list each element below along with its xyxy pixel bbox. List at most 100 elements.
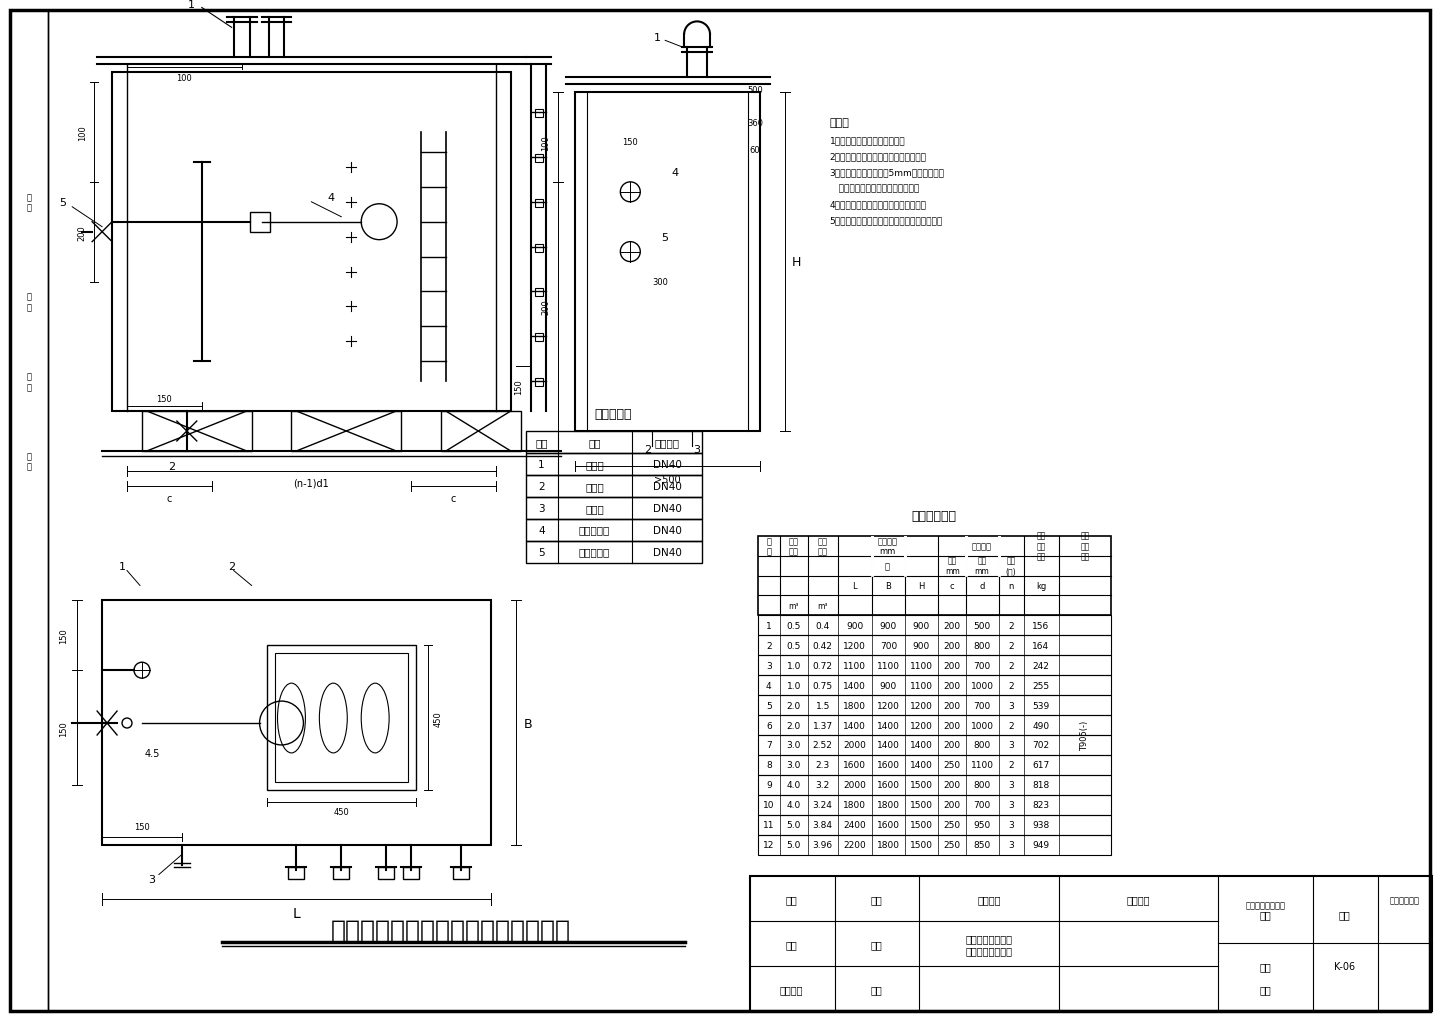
- Bar: [534, 289, 543, 298]
- Text: 1.37: 1.37: [812, 720, 832, 730]
- Text: 接管管径表: 接管管径表: [595, 408, 632, 420]
- Text: 1000: 1000: [971, 681, 994, 690]
- Text: 360: 360: [747, 118, 763, 127]
- Text: 0.75: 0.75: [812, 681, 832, 690]
- Bar: [757, 715, 1110, 736]
- Bar: [526, 541, 703, 564]
- Text: d: d: [979, 582, 985, 590]
- Text: 0.42: 0.42: [812, 641, 832, 650]
- Text: 2200: 2200: [844, 841, 865, 849]
- Bar: [757, 536, 1110, 615]
- Text: 水箱
单体
重量: 水箱 单体 重量: [1037, 531, 1045, 561]
- Bar: [526, 453, 703, 476]
- Text: 图别: 图别: [1259, 910, 1272, 919]
- Text: 型
号: 型 号: [766, 536, 772, 555]
- Text: 1: 1: [539, 460, 544, 470]
- Text: 外形尺寸
mm: 外形尺寸 mm: [877, 536, 897, 555]
- Text: 100: 100: [541, 135, 550, 151]
- Text: 6: 6: [766, 720, 772, 730]
- Text: B: B: [886, 582, 891, 590]
- Text: 60: 60: [750, 147, 760, 155]
- Text: 823: 823: [1032, 801, 1050, 809]
- Bar: [10, 11, 49, 1011]
- Text: 5: 5: [59, 198, 66, 208]
- Text: 242: 242: [1032, 661, 1050, 671]
- Text: 1: 1: [118, 561, 125, 571]
- Text: 100: 100: [176, 73, 192, 83]
- Text: 溢流管: 溢流管: [585, 460, 603, 470]
- Text: 1100: 1100: [910, 681, 933, 690]
- Text: DN40: DN40: [652, 460, 681, 470]
- Text: 5.0: 5.0: [786, 820, 801, 829]
- Text: 管径大小: 管径大小: [655, 437, 680, 447]
- Text: 1500: 1500: [910, 841, 933, 849]
- Bar: [757, 615, 1110, 636]
- Text: 管号: 管号: [536, 437, 547, 447]
- Text: 1800: 1800: [842, 701, 865, 710]
- Text: 4: 4: [671, 168, 678, 177]
- Bar: [454, 867, 469, 879]
- Text: 1100: 1100: [877, 661, 900, 671]
- Text: 3: 3: [766, 661, 772, 671]
- Bar: [750, 876, 1431, 1011]
- Text: 1600: 1600: [877, 781, 900, 790]
- Text: 2: 2: [168, 462, 176, 472]
- Text: 1100: 1100: [910, 661, 933, 671]
- Text: 底座支架: 底座支架: [971, 541, 991, 550]
- Text: c: c: [451, 493, 456, 503]
- Text: 1400: 1400: [910, 760, 933, 769]
- Text: 1）补水泵选用建筑金属矿破？: 1）补水泵选用建筑金属矿破？: [829, 137, 906, 146]
- Text: 1200: 1200: [877, 701, 900, 710]
- Text: 2: 2: [1008, 681, 1014, 690]
- Text: 1.5: 1.5: [815, 701, 829, 710]
- Text: 1600: 1600: [877, 760, 900, 769]
- Bar: [333, 867, 350, 879]
- Text: 名称: 名称: [588, 437, 600, 447]
- Text: 150: 150: [156, 394, 171, 404]
- Text: 3: 3: [1008, 781, 1014, 790]
- Text: 1: 1: [189, 0, 196, 10]
- Text: 建设单位: 建设单位: [978, 895, 1001, 905]
- Text: 1200: 1200: [842, 641, 865, 650]
- Text: 2: 2: [539, 481, 544, 491]
- Text: 0.4: 0.4: [815, 622, 829, 630]
- Text: 950: 950: [973, 820, 991, 829]
- Text: 5.0: 5.0: [786, 841, 801, 849]
- Text: 制
图: 制 图: [27, 451, 32, 471]
- Text: 200: 200: [943, 701, 960, 710]
- Text: 200: 200: [541, 300, 550, 315]
- Text: 450: 450: [433, 710, 442, 727]
- Text: L: L: [852, 582, 857, 590]
- Text: 日期: 日期: [1259, 984, 1272, 995]
- Text: L: L: [292, 907, 301, 920]
- Text: 1400: 1400: [842, 681, 865, 690]
- Text: 100: 100: [78, 125, 86, 141]
- Text: 3.84: 3.84: [812, 820, 832, 829]
- Text: 项目负责: 项目负责: [780, 984, 804, 995]
- Text: 2: 2: [644, 444, 651, 454]
- Text: 1100: 1100: [971, 760, 994, 769]
- Text: 250: 250: [943, 841, 960, 849]
- Text: 3: 3: [148, 874, 156, 884]
- Text: 3: 3: [1008, 701, 1014, 710]
- Text: >500: >500: [654, 475, 681, 484]
- Text: 2400: 2400: [844, 820, 865, 829]
- Text: 1500: 1500: [910, 781, 933, 790]
- Text: 公称
容积: 公称 容积: [789, 536, 799, 555]
- Text: 4: 4: [766, 681, 772, 690]
- Text: 949: 949: [1032, 841, 1050, 849]
- Text: 2: 2: [1008, 622, 1014, 630]
- Bar: [757, 795, 1110, 815]
- Text: 156: 156: [1032, 622, 1050, 630]
- Text: c: c: [167, 493, 171, 503]
- Text: 1400: 1400: [910, 741, 933, 750]
- Text: 700: 700: [973, 701, 991, 710]
- Text: 审
定: 审 定: [27, 193, 32, 212]
- Text: 设计证书编号: 设计证书编号: [1390, 895, 1420, 904]
- Text: 800: 800: [973, 781, 991, 790]
- Text: 500: 500: [747, 86, 763, 95]
- Text: 4: 4: [328, 193, 336, 203]
- Text: DN40: DN40: [652, 503, 681, 514]
- Text: 制图: 制图: [871, 984, 883, 995]
- Text: 4）膨胀水箱下前管原本实钢柔板电叉？: 4）膨胀水箱下前管原本实钢柔板电叉？: [829, 200, 926, 209]
